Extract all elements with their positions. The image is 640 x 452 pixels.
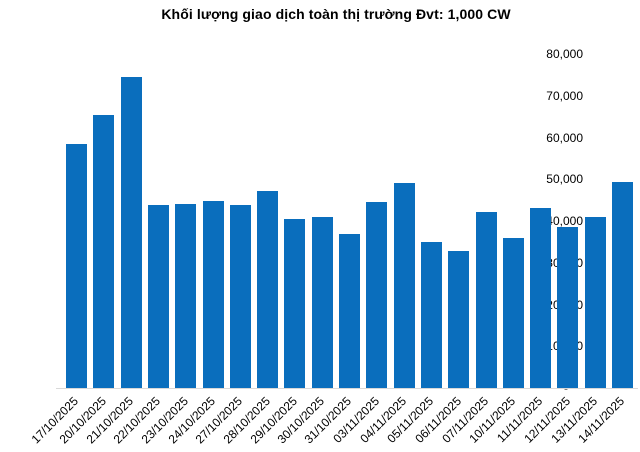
bar — [257, 191, 279, 388]
y-axis-label: 40,000 — [546, 214, 583, 228]
chart-title: Khối lượng giao dịch toàn thị trường Đvt… — [161, 6, 511, 22]
bar — [120, 77, 142, 388]
bar — [612, 182, 633, 388]
bar — [584, 216, 606, 388]
bar — [502, 238, 524, 388]
bar — [93, 114, 115, 388]
bar — [420, 241, 442, 388]
y-axis-label: 80,000 — [546, 47, 583, 61]
bar — [530, 208, 552, 388]
bar — [557, 226, 579, 388]
bar — [475, 212, 497, 388]
y-axis-label: 60,000 — [546, 130, 583, 145]
bar — [366, 202, 388, 388]
x-axis-line — [56, 388, 638, 389]
bar — [229, 205, 251, 388]
y-axis-label: 50,000 — [546, 172, 583, 187]
bar — [175, 203, 197, 388]
bar — [393, 183, 415, 388]
bar — [284, 218, 306, 388]
bar — [448, 250, 470, 388]
bar — [339, 233, 360, 388]
y-axis-label: 70,000 — [546, 88, 583, 103]
bar — [311, 217, 333, 388]
bar — [202, 201, 224, 388]
bar — [147, 204, 169, 388]
bar — [66, 144, 87, 388]
